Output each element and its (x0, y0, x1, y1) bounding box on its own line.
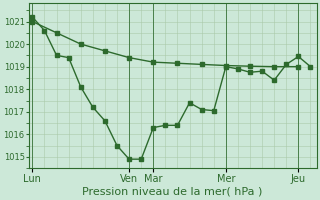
X-axis label: Pression niveau de la mer( hPa ): Pression niveau de la mer( hPa ) (83, 187, 263, 197)
